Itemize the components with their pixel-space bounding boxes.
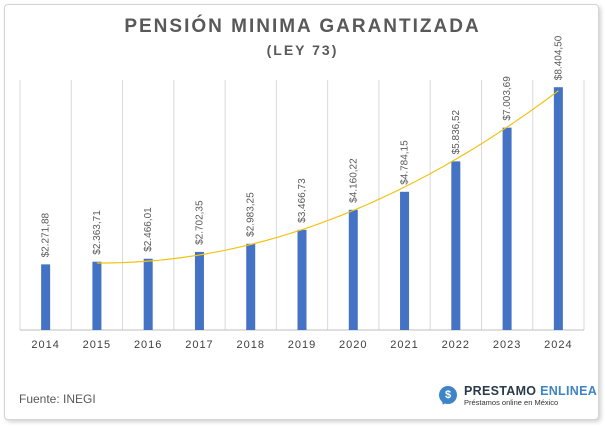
x-tick-label: 2014 <box>31 339 59 351</box>
bar <box>92 261 102 330</box>
data-label: $2.466,01 <box>143 207 154 252</box>
logo-tagline: Préstamos online en México <box>464 398 559 407</box>
data-label: $2.271,88 <box>41 212 52 257</box>
data-label: $3.466,73 <box>297 178 308 223</box>
brand-logo: $ PRESTAMO ENLINEA Préstamos online en M… <box>437 383 597 407</box>
bar <box>143 258 153 330</box>
logo-name-main: PRESTAMO <box>464 384 541 398</box>
bar <box>194 251 204 330</box>
trendline <box>96 90 559 264</box>
x-tick-label: 2019 <box>288 339 316 351</box>
x-tick-label: 2021 <box>390 339 418 351</box>
bar <box>400 191 410 330</box>
x-tick-label: 2022 <box>442 339 470 351</box>
data-label: $4.160,22 <box>348 158 359 203</box>
x-tick-label: 2020 <box>339 339 367 351</box>
bar <box>246 243 256 330</box>
x-tick-label: 2018 <box>236 339 264 351</box>
bar <box>297 229 307 330</box>
data-label: $5.836,52 <box>451 109 462 154</box>
logo-name-accent: ENLINEA <box>540 384 598 398</box>
bar <box>553 87 563 330</box>
chart-trendline <box>96 90 559 264</box>
bar <box>451 161 461 330</box>
data-label: $8.404,50 <box>553 35 564 80</box>
data-label: $2.702,35 <box>194 200 205 245</box>
x-tick-label: 2015 <box>83 339 111 351</box>
chart-x-ticks: 2014 2015 2016 2017 2018 2019 2020 2021 2022 2023… <box>31 339 572 351</box>
x-tick-label: 2016 <box>134 339 162 351</box>
data-label: $4.784,15 <box>400 140 411 185</box>
x-tick-label: 2017 <box>185 339 213 351</box>
bar <box>41 264 51 330</box>
data-label: $2.983,25 <box>246 192 257 237</box>
chart-frame <box>4 4 599 420</box>
dollar-icon: $ <box>439 386 457 404</box>
data-label: $7.003,69 <box>502 76 513 121</box>
chart-data-labels: $2.271,88 $2.363,71 $2.466,01 $2.702,35 $2.9… <box>41 35 565 257</box>
chart-bars <box>41 87 563 331</box>
x-tick-label: 2024 <box>544 339 572 351</box>
source-note: Fuente: INEGI <box>19 392 96 406</box>
bar <box>502 127 512 331</box>
chart-subtitle: (LEY 73) <box>266 42 339 58</box>
x-tick-label: 2023 <box>493 339 521 351</box>
bar <box>348 209 358 330</box>
chart-title: PENSIÓN MINIMA GARANTIZADA <box>124 16 481 37</box>
logo-name: PRESTAMO ENLINEA <box>464 384 597 398</box>
data-label: $2.363,71 <box>92 210 103 255</box>
